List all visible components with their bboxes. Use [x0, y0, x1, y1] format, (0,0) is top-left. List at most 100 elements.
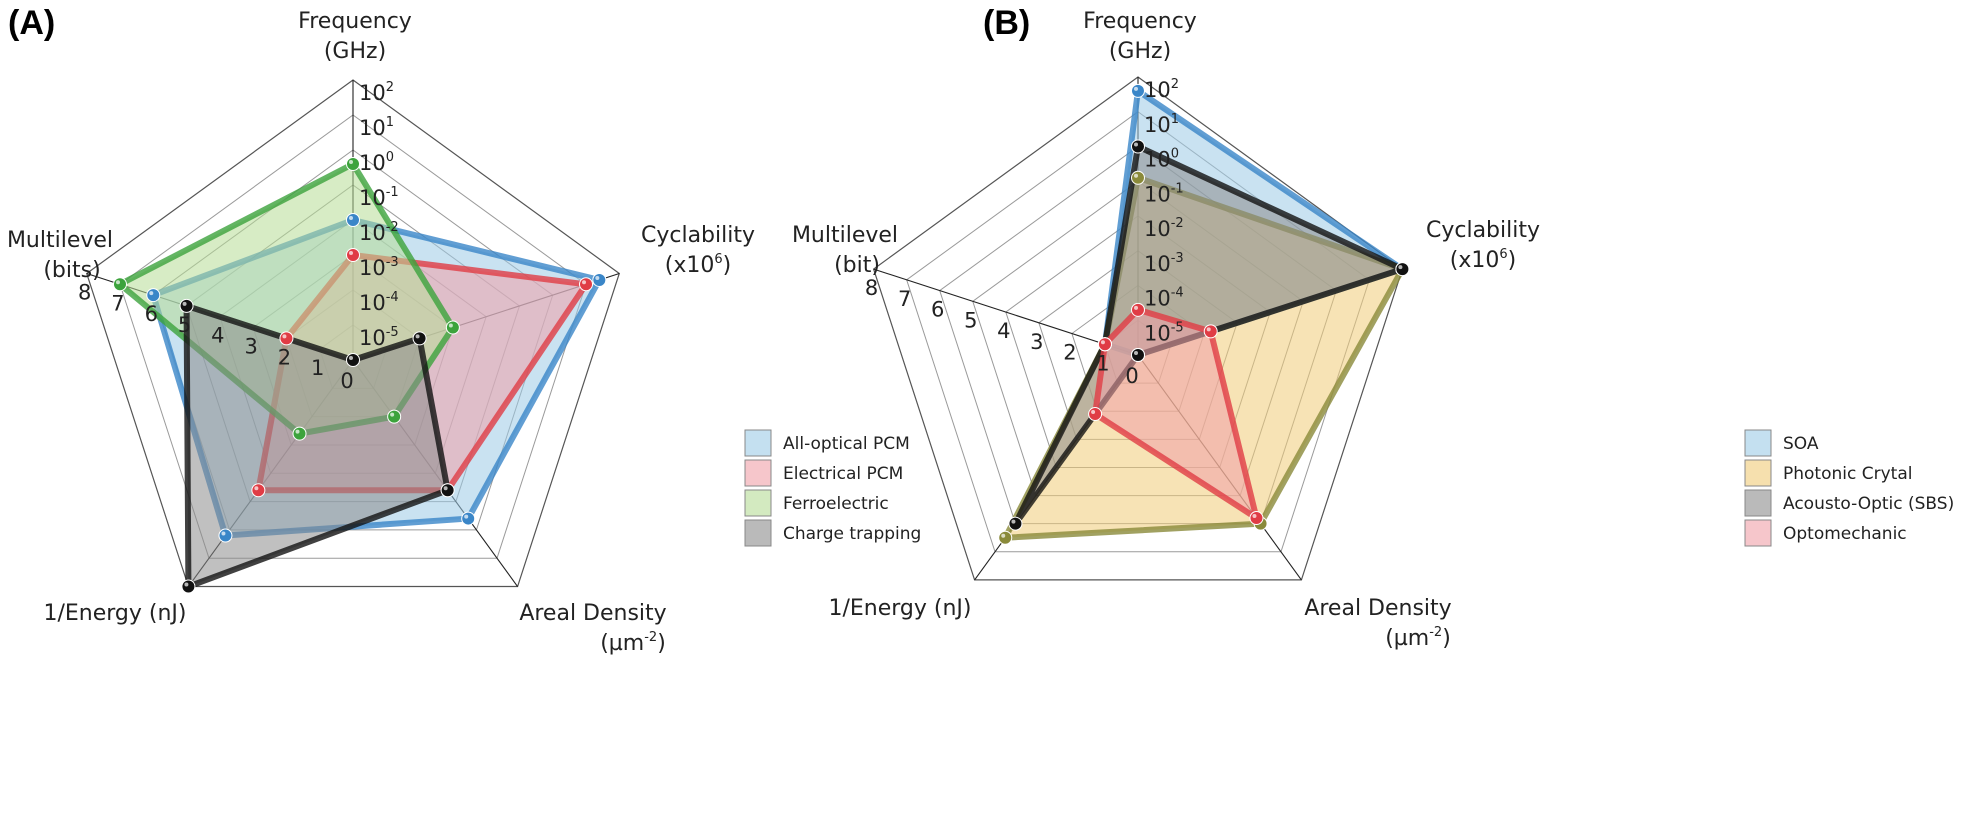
- freq-tick-label: 10-2: [359, 220, 399, 245]
- multilevel-tick-label: 0: [1125, 364, 1138, 388]
- data-point-highlight: [1134, 173, 1138, 178]
- frequency-axis-title: (GHz): [1109, 39, 1171, 64]
- legend-swatch: [1744, 519, 1772, 547]
- data-point-highlight: [149, 291, 154, 296]
- data-point-highlight: [443, 486, 448, 491]
- cyclability-axis-title: (x106): [1450, 247, 1516, 273]
- radar-chart-b: (B) 10-5 10-4 10-3 10-2 10-1 100 101 102 01234567…: [792, 4, 1954, 651]
- legend-swatch: [744, 489, 772, 517]
- data-point: [292, 426, 307, 441]
- legend-swatch: [744, 459, 772, 487]
- data-point-highlight: [1134, 351, 1138, 355]
- cyclability-axis-title: (x106): [665, 252, 731, 278]
- data-point: [346, 213, 360, 227]
- cyclability-axis-title: Cyclability: [1426, 218, 1540, 243]
- freq-tick-label: 101: [359, 115, 394, 140]
- multilevel-tick-label: 2: [278, 345, 291, 369]
- freq-tick-label: 102: [359, 80, 394, 105]
- data-point: [346, 157, 360, 171]
- freq-tick-label: 102: [1144, 77, 1179, 102]
- data-point: [1131, 302, 1145, 317]
- panel-label: (A): [8, 4, 55, 42]
- freq-tick-label: 10-4: [359, 290, 399, 315]
- cyclability-axis-title: Cyclability: [641, 223, 755, 248]
- multilevel-axis-title: Multilevel: [792, 223, 898, 248]
- data-point-highlight: [1134, 305, 1138, 310]
- multilevel-tick-label: 4: [211, 324, 224, 348]
- data-point-highlight: [582, 280, 587, 285]
- data-point: [440, 483, 455, 498]
- data-point-highlight: [282, 334, 287, 339]
- freq-tick-label: 10-5: [359, 325, 399, 350]
- data-point: [412, 331, 427, 346]
- multilevel-tick-label: 3: [244, 335, 257, 359]
- multilevel-tick-label: 8: [865, 276, 878, 300]
- data-point: [1131, 170, 1145, 185]
- multilevel-tick-label: 3: [1030, 330, 1043, 354]
- data-point-highlight: [390, 412, 395, 417]
- data-point: [445, 320, 460, 335]
- data-point-highlight: [184, 582, 189, 587]
- multilevel-tick-label: 7: [898, 287, 911, 311]
- legend-swatch: [744, 429, 772, 457]
- areal-density-axis-title: (µm-2): [1385, 625, 1451, 651]
- legend-label: Acousto-Optic (SBS): [1783, 494, 1954, 514]
- legend-label: Electrical PCM: [783, 464, 903, 484]
- legend-label: Charge trapping: [783, 524, 921, 544]
- multilevel-axis-title: (bit): [834, 253, 880, 278]
- data-point-highlight: [464, 514, 469, 519]
- freq-tick-label: 10-4: [1144, 286, 1184, 311]
- data-point-highlight: [448, 323, 453, 328]
- data-point-highlight: [1100, 340, 1105, 345]
- data-point-highlight: [182, 301, 187, 306]
- frequency-axis-title: Frequency: [1083, 9, 1197, 34]
- data-point: [579, 277, 594, 292]
- multilevel-tick-label: 2: [1063, 341, 1076, 365]
- data-point: [1131, 139, 1145, 154]
- data-point: [179, 298, 194, 313]
- multilevel-tick-label: 6: [931, 298, 944, 322]
- legend-label: Optomechanic: [1783, 524, 1907, 544]
- data-point-highlight: [349, 356, 353, 360]
- data-point-highlight: [221, 531, 226, 536]
- data-point: [592, 272, 607, 287]
- data-point-highlight: [115, 280, 120, 285]
- data-point: [1131, 83, 1145, 98]
- legend-swatch: [1744, 429, 1772, 457]
- freq-tick-label: 10-2: [1144, 216, 1184, 241]
- frequency-axis-title: (GHz): [324, 39, 386, 64]
- data-point-highlight: [349, 216, 353, 220]
- multilevel-tick-label: 1: [311, 356, 324, 380]
- data-point-highlight: [1134, 86, 1138, 91]
- freq-tick-label: 10-5: [1144, 320, 1184, 345]
- multilevel-tick-label: 4: [997, 319, 1010, 343]
- series-area-acousto-optic-sbs-: [1012, 143, 1406, 527]
- multilevel-tick-label: 0: [340, 369, 353, 393]
- data-point: [1203, 324, 1218, 339]
- panel-label: (B): [983, 4, 1030, 42]
- data-point: [387, 409, 402, 424]
- data-point-highlight: [1134, 142, 1138, 147]
- frequency-axis-title: Frequency: [298, 9, 412, 34]
- data-point-highlight: [1398, 265, 1403, 270]
- radar-chart-a: (A)10-510-410-310-210-110010110201234567…: [7, 4, 921, 656]
- legend-swatch: [1744, 459, 1772, 487]
- energy-axis-title: 1/Energy (nJ): [43, 601, 186, 626]
- data-point: [1097, 337, 1112, 352]
- data-point: [1131, 348, 1145, 362]
- data-point-highlight: [349, 251, 353, 255]
- energy-axis-title: 1/Energy (nJ): [828, 596, 971, 621]
- data-point: [1088, 407, 1103, 422]
- multilevel-tick-label: 6: [145, 302, 158, 326]
- legend-label: Photonic Crytal: [1783, 464, 1912, 484]
- data-point: [218, 528, 233, 543]
- data-point-highlight: [349, 160, 353, 164]
- data-point: [346, 353, 360, 367]
- data-point-highlight: [1206, 327, 1211, 332]
- freq-tick-label: 10-1: [1144, 181, 1184, 206]
- data-point-highlight: [254, 486, 259, 491]
- data-point: [461, 511, 476, 526]
- legend-label: SOA: [1783, 434, 1819, 454]
- data-point-highlight: [1011, 519, 1016, 524]
- multilevel-tick-label: 1: [1096, 351, 1109, 375]
